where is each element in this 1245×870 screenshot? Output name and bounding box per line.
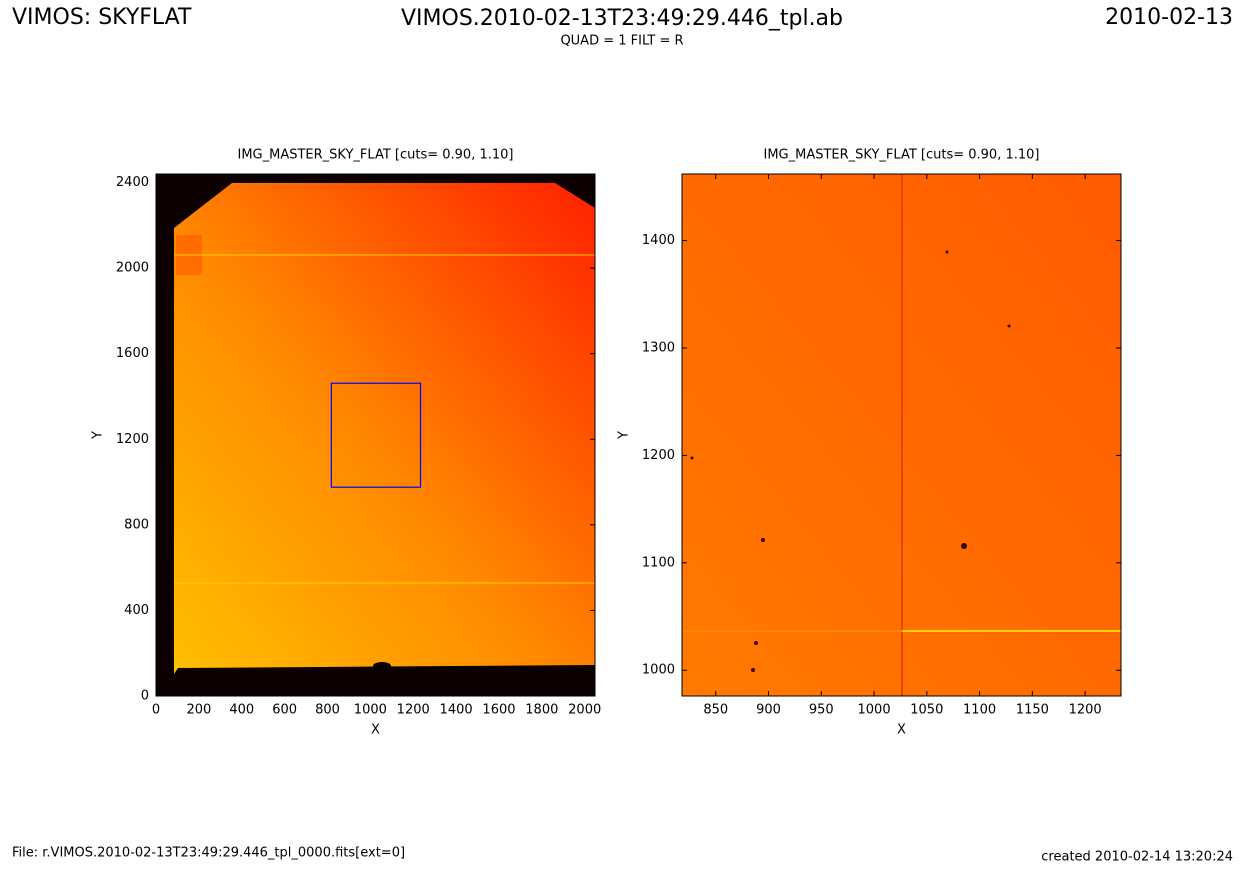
x-tick-label: 600: [272, 703, 297, 718]
y-label: Y: [617, 431, 632, 440]
x-tick-label: 1000: [858, 703, 891, 718]
axes-title: IMG_MASTER_SKY_FLAT [cuts= 0.90, 1.10]: [764, 148, 1040, 163]
y-tick-label: 800: [124, 517, 149, 532]
x-tick-label: 1000: [354, 703, 387, 718]
footer-right: created 2010-02-14 13:20:24: [1041, 850, 1233, 865]
header-right: 2010-02-13: [1105, 5, 1233, 30]
x-tick-label: 1050: [910, 703, 943, 718]
x-tick-label: 1200: [1069, 703, 1102, 718]
x-tick-label: 900: [756, 703, 781, 718]
x-tick-label: 1800: [525, 703, 558, 718]
x-label: X: [371, 723, 380, 738]
y-tick-label: 1400: [642, 233, 675, 248]
y-tick-label: 1600: [116, 346, 149, 361]
y-tick-label: 1000: [642, 663, 675, 678]
y-tick-label: 400: [124, 603, 149, 618]
y-tick-label: 1100: [642, 555, 675, 570]
x-label: X: [897, 723, 906, 738]
x-tick-label: 1600: [482, 703, 515, 718]
image-left: [156, 174, 595, 696]
x-tick-label: 2000: [568, 703, 601, 718]
x-tick-label: 1200: [397, 703, 430, 718]
axes-frame: [155, 173, 596, 697]
image-right: [682, 174, 1121, 696]
x-tick-label: 800: [315, 703, 340, 718]
x-tick-label: 200: [186, 703, 211, 718]
header-left: VIMOS: SKYFLAT: [12, 5, 192, 30]
x-tick-label: 1150: [1016, 703, 1049, 718]
y-tick-label: 1300: [642, 341, 675, 356]
x-tick-label: 400: [229, 703, 254, 718]
y-tick-label: 0: [141, 689, 149, 704]
y-tick-label: 1200: [116, 432, 149, 447]
zoom-box: [330, 382, 422, 488]
footer-left: File: r.VIMOS.2010-02-13T23:49:29.446_tp…: [12, 846, 405, 861]
y-label: Y: [91, 431, 106, 440]
x-tick-label: 1400: [440, 703, 473, 718]
axes-title: IMG_MASTER_SKY_FLAT [cuts= 0.90, 1.10]: [238, 148, 514, 163]
y-tick-label: 2000: [116, 261, 149, 276]
axes-frame: [681, 173, 1122, 697]
y-tick-label: 1200: [642, 448, 675, 463]
x-tick-label: 950: [809, 703, 834, 718]
header-title: VIMOS.2010-02-13T23:49:29.446_tpl.ab: [401, 6, 843, 31]
x-tick-label: 850: [703, 703, 728, 718]
x-tick-label: 1100: [963, 703, 996, 718]
y-tick-label: 2400: [116, 175, 149, 190]
x-tick-label: 0: [152, 703, 160, 718]
header-subtitle: QUAD = 1 FILT = R: [560, 34, 683, 49]
